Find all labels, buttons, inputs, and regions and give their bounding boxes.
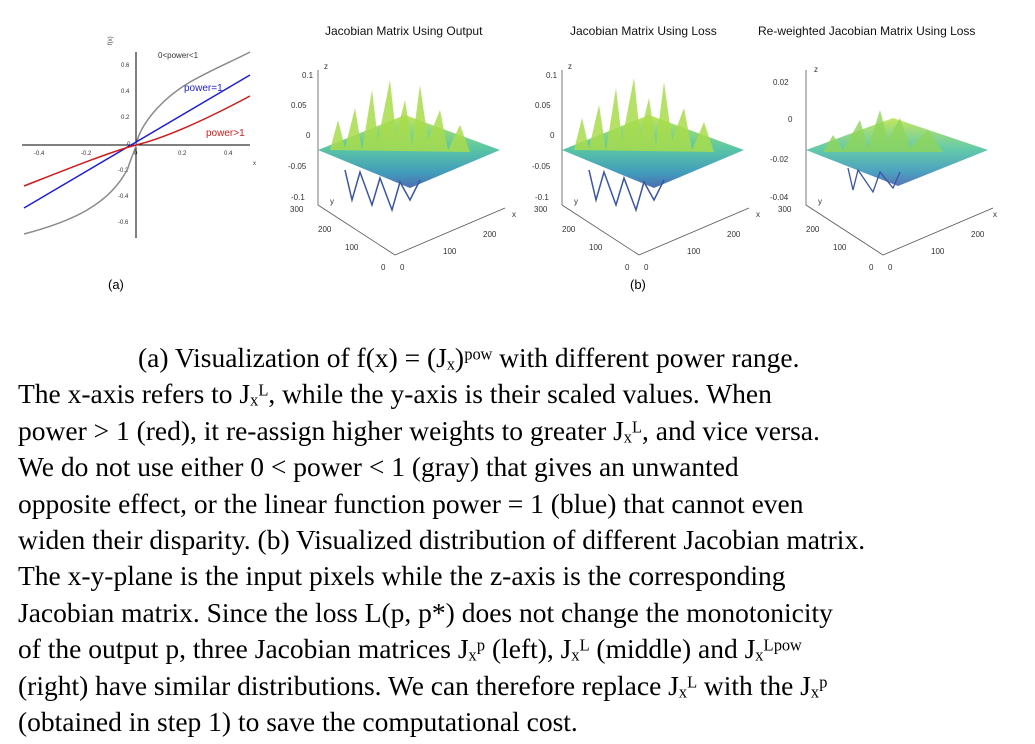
gray-curve-label: 0<power<1 [158, 51, 199, 60]
z-tick: 0.05 [535, 101, 551, 110]
surface-title: Jacobian Matrix Using Output [325, 24, 483, 38]
x-tick: 200 [727, 230, 741, 239]
z-tick: 0 [788, 115, 793, 124]
y-tick: -0.2 [118, 168, 129, 174]
z-axis-letter: z [814, 65, 818, 74]
caption-line: of the output p, three Jacobian matrices… [18, 633, 802, 665]
x-tick: 0 [644, 263, 649, 272]
z-tick: 0.05 [291, 101, 307, 110]
y-tick: 100 [833, 243, 847, 252]
z-tick: -0.05 [288, 162, 307, 171]
caption-line: The x-y-plane is the input pixels while … [18, 560, 786, 592]
surface-title: Jacobian Matrix Using Loss [570, 24, 717, 38]
x-tick: 100 [687, 247, 701, 256]
figure: f(x) x -0.4 -0.2 0 0.2 0.4 0.6 0.4 0.2 0… [22, 24, 997, 292]
x-tick: 0.4 [224, 151, 233, 157]
figure-caption: (a) Visualization of f(x) = (Jₓ)ᵖᵒʷ with… [18, 340, 1018, 740]
z-tick: 0 [306, 131, 311, 140]
x-tick: 200 [483, 230, 497, 239]
x-tick: -0.2 [81, 151, 92, 157]
caption-line: The x-axis refers to Jₓᴸ, while the y-ax… [18, 378, 772, 410]
y-tick: 100 [345, 243, 359, 252]
x-tick: -0.4 [34, 151, 45, 157]
blue-curve-label: power=1 [184, 83, 223, 94]
panel-b-label: (b) [630, 277, 646, 292]
x-tick-labels: -0.4 -0.2 0 0.2 0.4 [34, 151, 233, 157]
x-axis-letter: x [512, 210, 516, 219]
caption-line: power > 1 (red), it re-assign higher wei… [18, 414, 820, 446]
z-tick: -0.04 [770, 193, 789, 202]
y-tick: 100 [589, 243, 603, 252]
caption-line: (obtained in step 1) to save the computa… [18, 706, 578, 738]
surface-plot-output: Jacobian Matrix Using Output 0.1 0.05 0 … [288, 24, 516, 272]
y-axis-letter: y [574, 197, 578, 206]
caption-line: We do not use either 0 < power < 1 (gray… [18, 451, 739, 483]
gray-curve [23, 51, 251, 235]
x-tick: 100 [931, 247, 945, 256]
x-tick: 0.2 [178, 151, 187, 157]
x-tick: 0 [400, 263, 405, 272]
y-tick: -0.4 [118, 194, 129, 200]
z-tick: 0.1 [302, 71, 314, 80]
red-curve [23, 95, 251, 187]
caption-line: (a) Visualization of f(x) = (Jₓ)ᵖᵒʷ with… [138, 342, 800, 373]
y-tick: 300 [290, 205, 304, 214]
z-tick: 0 [550, 131, 555, 140]
caption-line: Jacobian matrix. Since the loss L(p, p*)… [18, 596, 833, 628]
z-axis-letter: z [324, 62, 328, 71]
y-tick: 0.2 [121, 115, 130, 121]
z-axis-letter: z [568, 62, 572, 71]
y-tick: 0 [381, 263, 386, 272]
y-tick: 300 [778, 205, 792, 214]
y-tick: 300 [534, 205, 548, 214]
y-tick: 0 [127, 142, 131, 148]
z-tick: -0.1 [291, 193, 305, 202]
blue-curve [23, 74, 251, 209]
surface-title: Re-weighted Jacobian Matrix Using Loss [758, 24, 975, 38]
red-curve-label: power>1 [206, 128, 245, 139]
y-axis-letter: y [330, 197, 334, 206]
caption-line: (right) have similar distributions. We c… [18, 669, 828, 701]
y-tick: 200 [806, 225, 820, 234]
y-axis-letter: y [818, 197, 822, 206]
y-tick-labels: 0.6 0.4 0.2 0 -0.2 -0.4 -0.6 [118, 63, 131, 226]
z-tick: -0.05 [532, 162, 551, 171]
surface-plot-reweighted: Re-weighted Jacobian Matrix Using Loss 0… [758, 24, 997, 272]
y-tick: 0 [869, 263, 874, 272]
x-axis-letter: x [756, 210, 760, 219]
z-tick: 0.02 [773, 78, 789, 87]
y-tick: 0.6 [121, 63, 130, 69]
y-tick: -0.6 [118, 220, 129, 226]
x-tick: 0 [134, 151, 138, 157]
x-axis-label: x [253, 161, 256, 167]
panel-a-label: (a) [108, 277, 124, 292]
surface-plot-loss: Jacobian Matrix Using Loss 0.1 0.05 0 -0… [532, 24, 760, 292]
caption-line: opposite effect, or the linear function … [18, 487, 804, 519]
x-tick: 0 [888, 263, 893, 272]
z-tick: -0.02 [770, 155, 789, 164]
y-tick: 200 [562, 225, 576, 234]
z-tick: -0.1 [535, 193, 549, 202]
z-tick: 0.1 [546, 71, 558, 80]
x-axis-letter: x [993, 210, 997, 219]
x-tick: 200 [971, 230, 985, 239]
y-tick: 200 [318, 225, 332, 234]
y-tick: 0 [625, 263, 630, 272]
x-tick: 100 [443, 247, 457, 256]
caption-line: widen their disparity. (b) Visualized di… [18, 524, 866, 556]
y-axis-label: f(x) [108, 36, 114, 45]
panel-a-plot: f(x) x -0.4 -0.2 0 0.2 0.4 0.6 0.4 0.2 0… [22, 36, 256, 292]
y-tick: 0.4 [121, 89, 130, 95]
